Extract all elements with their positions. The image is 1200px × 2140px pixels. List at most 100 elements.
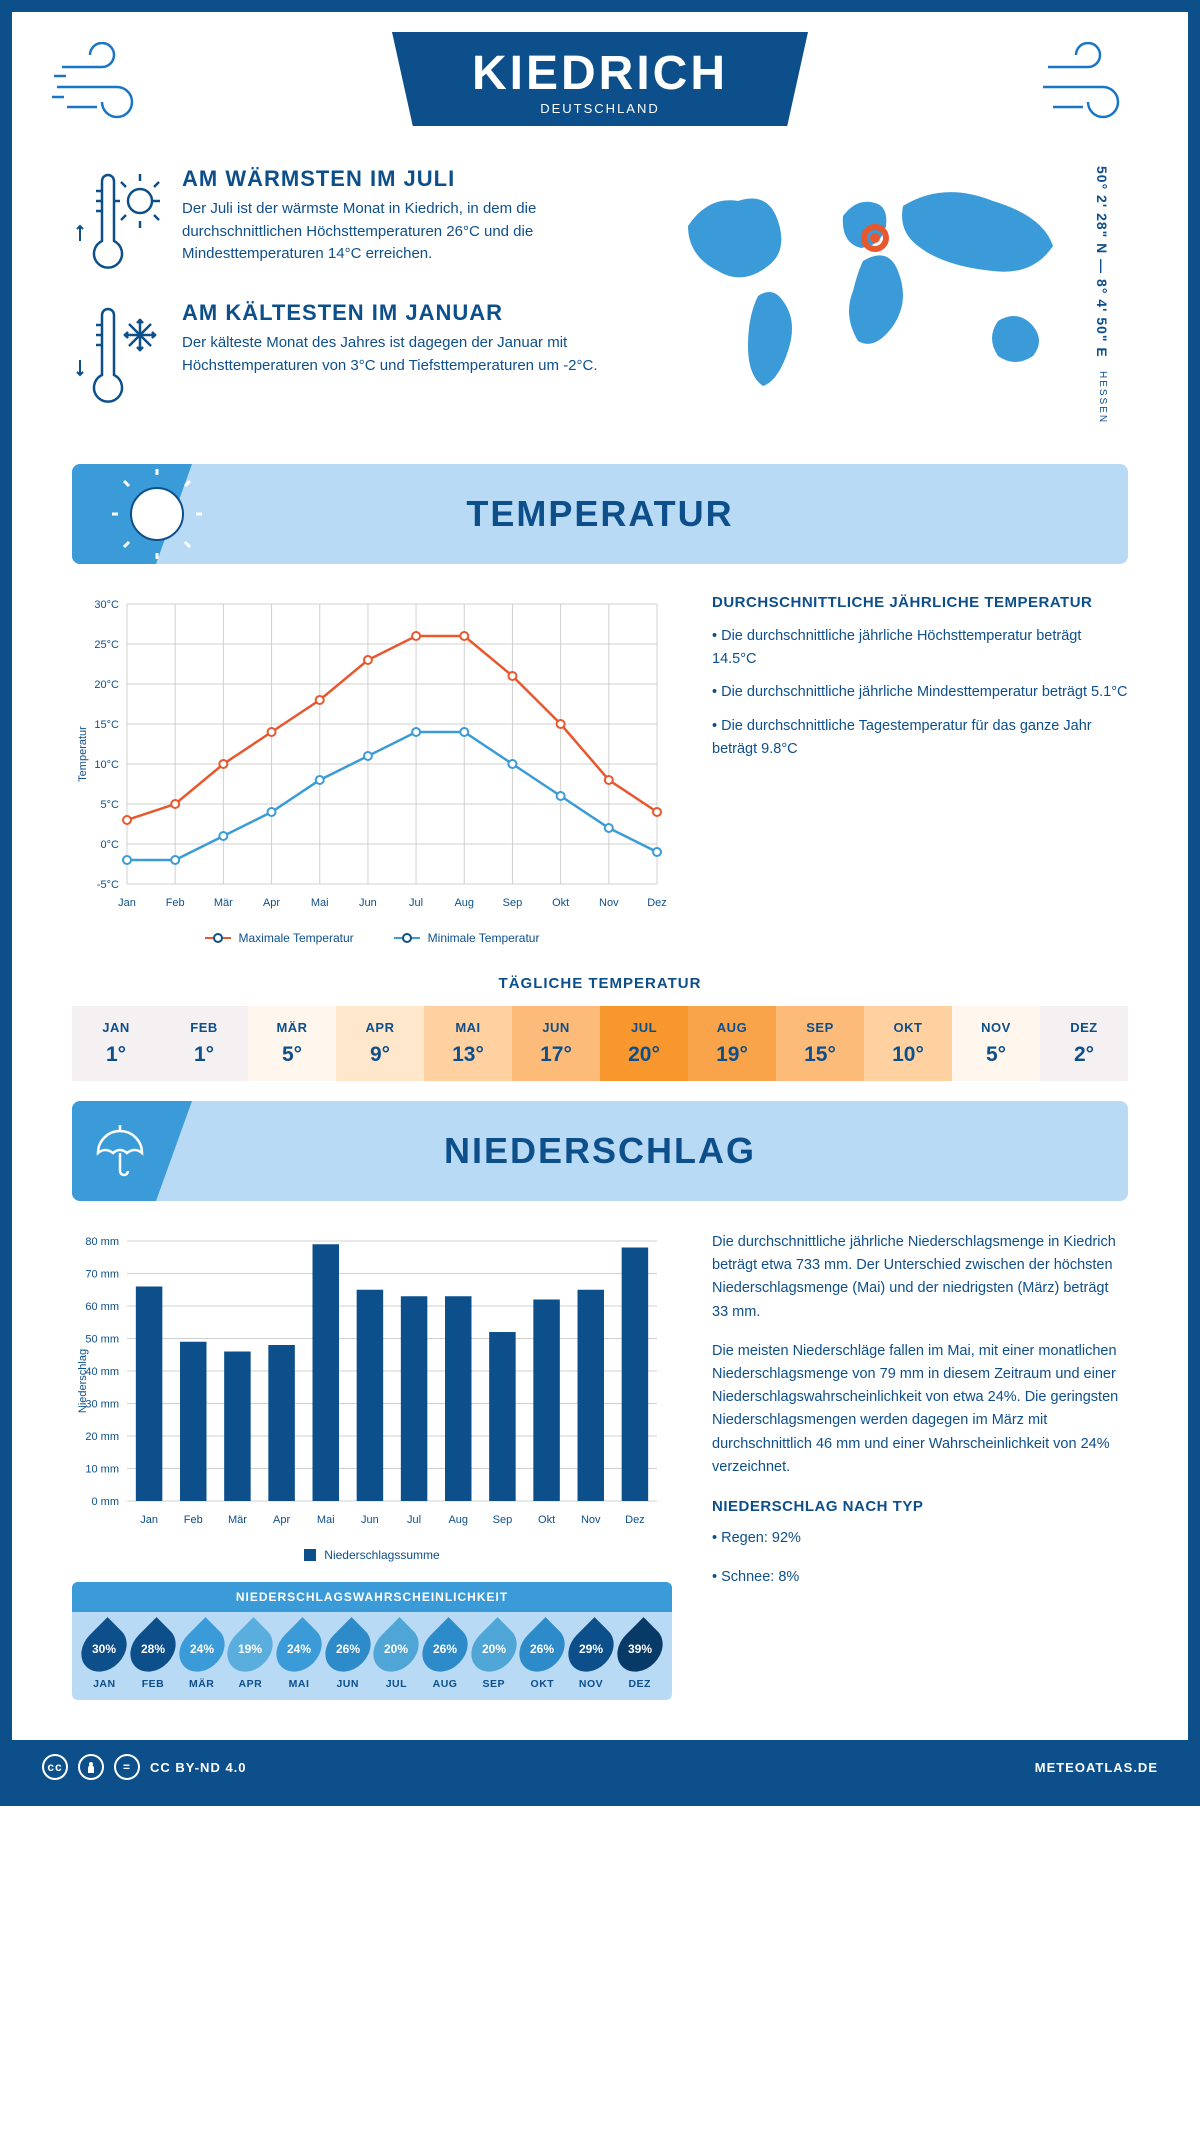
svg-text:Jul: Jul bbox=[407, 1514, 421, 1526]
daily-temp-cell: JUN17° bbox=[512, 1006, 600, 1081]
svg-text:Temperatur: Temperatur bbox=[77, 726, 89, 782]
nd-icon: = bbox=[114, 1754, 140, 1780]
svg-text:Dez: Dez bbox=[625, 1514, 645, 1526]
svg-text:70 mm: 70 mm bbox=[85, 1269, 119, 1281]
svg-text:0 mm: 0 mm bbox=[92, 1496, 120, 1508]
svg-text:Sep: Sep bbox=[493, 1514, 513, 1526]
prob-cell: 26%AUG bbox=[421, 1624, 470, 1690]
footer: cc = CC BY-ND 4.0 METEOATLAS.DE bbox=[12, 1740, 1188, 1794]
svg-text:10 mm: 10 mm bbox=[85, 1464, 119, 1476]
daily-temp-cell: JAN1° bbox=[72, 1006, 160, 1081]
prob-cell: 26%JUN bbox=[323, 1624, 372, 1690]
svg-text:Aug: Aug bbox=[454, 897, 474, 909]
svg-text:60 mm: 60 mm bbox=[85, 1301, 119, 1313]
daily-temp-cell: MÄR5° bbox=[248, 1006, 336, 1081]
coldest-block: AM KÄLTESTEN IM JANUAR Der kälteste Mona… bbox=[72, 300, 628, 410]
warmest-title: AM WÄRMSTEN IM JULI bbox=[182, 166, 628, 192]
precip-chart: 0 mm 10 mm 20 mm 30 mm 40 mm 50 mm 60 mm 70 mm 8… bbox=[72, 1231, 672, 1700]
svg-text:Apr: Apr bbox=[273, 1514, 290, 1526]
prob-cell: 20%SEP bbox=[469, 1624, 518, 1690]
svg-text:25°C: 25°C bbox=[94, 639, 119, 651]
daily-temp-cell: AUG19° bbox=[688, 1006, 776, 1081]
temperature-title: TEMPERATUR bbox=[466, 493, 733, 535]
prob-cell: 24%MÄR bbox=[177, 1624, 226, 1690]
svg-text:40 mm: 40 mm bbox=[85, 1366, 119, 1378]
temperature-chart: -5°C 0°C 5°C 10°C 15°C 20°C 25°C 30°C Jan Feb Mär A… bbox=[72, 594, 672, 945]
svg-text:30 mm: 30 mm bbox=[85, 1399, 119, 1411]
prob-cell: 24%MAI bbox=[275, 1624, 324, 1690]
temperature-banner: TEMPERATUR bbox=[72, 464, 1128, 564]
by-icon bbox=[78, 1754, 104, 1780]
svg-text:Nov: Nov bbox=[599, 897, 619, 909]
prob-cell: 28%FEB bbox=[129, 1624, 178, 1690]
daily-temp-cell: FEB1° bbox=[160, 1006, 248, 1081]
daily-temp-cell: APR9° bbox=[336, 1006, 424, 1081]
svg-text:Dez: Dez bbox=[647, 897, 667, 909]
svg-text:Okt: Okt bbox=[538, 1514, 555, 1526]
coordinates: 50° 2' 28" N — 8° 4' 50" E HESSEN bbox=[1088, 166, 1110, 434]
site-name: METEOATLAS.DE bbox=[1035, 1760, 1158, 1775]
svg-text:50 mm: 50 mm bbox=[85, 1334, 119, 1346]
svg-text:Nov: Nov bbox=[581, 1514, 601, 1526]
thermometer-cold-icon bbox=[72, 300, 162, 410]
daily-temp-cell: MAI13° bbox=[424, 1006, 512, 1081]
svg-text:Mär: Mär bbox=[228, 1514, 247, 1526]
wind-icon bbox=[1038, 42, 1148, 132]
precip-legend: Niederschlagssumme bbox=[72, 1548, 672, 1562]
svg-text:30°C: 30°C bbox=[94, 599, 119, 611]
prob-cell: 30%JAN bbox=[80, 1624, 129, 1690]
svg-text:Feb: Feb bbox=[166, 897, 185, 909]
precip-summary: Die durchschnittliche jährliche Niedersc… bbox=[712, 1231, 1128, 1700]
prob-cell: 29%NOV bbox=[567, 1624, 616, 1690]
prob-cell: 19%APR bbox=[226, 1624, 275, 1690]
sun-icon bbox=[112, 469, 202, 559]
coldest-title: AM KÄLTESTEN IM JANUAR bbox=[182, 300, 628, 326]
daily-temp-cell: JUL20° bbox=[600, 1006, 688, 1081]
world-map bbox=[668, 166, 1088, 406]
prob-cell: 39%DEZ bbox=[615, 1624, 664, 1690]
coldest-text: Der kälteste Monat des Jahres ist dagege… bbox=[182, 332, 628, 377]
warmest-block: AM WÄRMSTEN IM JULI Der Juli ist der wär… bbox=[72, 166, 628, 276]
city-name: KIEDRICH bbox=[472, 46, 728, 101]
daily-temp-title: TÄGLICHE TEMPERATUR bbox=[72, 975, 1128, 992]
svg-text:Apr: Apr bbox=[263, 897, 280, 909]
svg-text:20°C: 20°C bbox=[94, 679, 119, 691]
svg-text:10°C: 10°C bbox=[94, 759, 119, 771]
svg-text:80 mm: 80 mm bbox=[85, 1236, 119, 1248]
umbrella-icon bbox=[90, 1121, 150, 1181]
svg-text:Okt: Okt bbox=[552, 897, 569, 909]
temperature-legend: Maximale Temperatur Minimale Temperatur bbox=[72, 931, 672, 945]
svg-text:Jan: Jan bbox=[118, 897, 136, 909]
svg-text:Sep: Sep bbox=[503, 897, 523, 909]
svg-text:5°C: 5°C bbox=[101, 799, 120, 811]
svg-text:Niederschlag: Niederschlag bbox=[77, 1349, 89, 1413]
svg-text:Jul: Jul bbox=[409, 897, 423, 909]
daily-temp-cell: OKT10° bbox=[864, 1006, 952, 1081]
title-banner: KIEDRICH DEUTSCHLAND bbox=[392, 32, 808, 126]
temperature-summary: DURCHSCHNITTLICHE JÄHRLICHE TEMPERATUR •… bbox=[712, 594, 1128, 945]
svg-text:Mai: Mai bbox=[317, 1514, 335, 1526]
daily-temp-cell: NOV5° bbox=[952, 1006, 1040, 1081]
svg-text:Mär: Mär bbox=[214, 897, 233, 909]
svg-text:-5°C: -5°C bbox=[97, 879, 119, 891]
svg-text:Feb: Feb bbox=[184, 1514, 203, 1526]
intro-row: AM WÄRMSTEN IM JULI Der Juli ist der wär… bbox=[72, 166, 1128, 434]
svg-text:0°C: 0°C bbox=[101, 839, 120, 851]
daily-temp-cell: DEZ2° bbox=[1040, 1006, 1128, 1081]
header: KIEDRICH DEUTSCHLAND bbox=[12, 12, 1188, 146]
svg-text:Aug: Aug bbox=[448, 1514, 468, 1526]
svg-text:15°C: 15°C bbox=[94, 719, 119, 731]
thermometer-hot-icon bbox=[72, 166, 162, 276]
daily-temp-strip: JAN1°FEB1°MÄR5°APR9°MAI13°JUN17°JUL20°AU… bbox=[72, 1006, 1128, 1081]
precip-probability-box: NIEDERSCHLAGSWAHRSCHEINLICHKEIT 30%JAN28… bbox=[72, 1582, 672, 1700]
country-name: DEUTSCHLAND bbox=[472, 101, 728, 116]
precip-title: NIEDERSCHLAG bbox=[444, 1130, 756, 1172]
svg-text:Jun: Jun bbox=[359, 897, 377, 909]
precip-banner: NIEDERSCHLAG bbox=[72, 1101, 1128, 1201]
cc-icon: cc bbox=[42, 1754, 68, 1780]
infographic-frame: KIEDRICH DEUTSCHLAND bbox=[0, 0, 1200, 1806]
svg-text:20 mm: 20 mm bbox=[85, 1431, 119, 1443]
svg-text:Jun: Jun bbox=[361, 1514, 379, 1526]
warmest-text: Der Juli ist der wärmste Monat in Kiedri… bbox=[182, 198, 628, 266]
svg-text:Jan: Jan bbox=[140, 1514, 158, 1526]
